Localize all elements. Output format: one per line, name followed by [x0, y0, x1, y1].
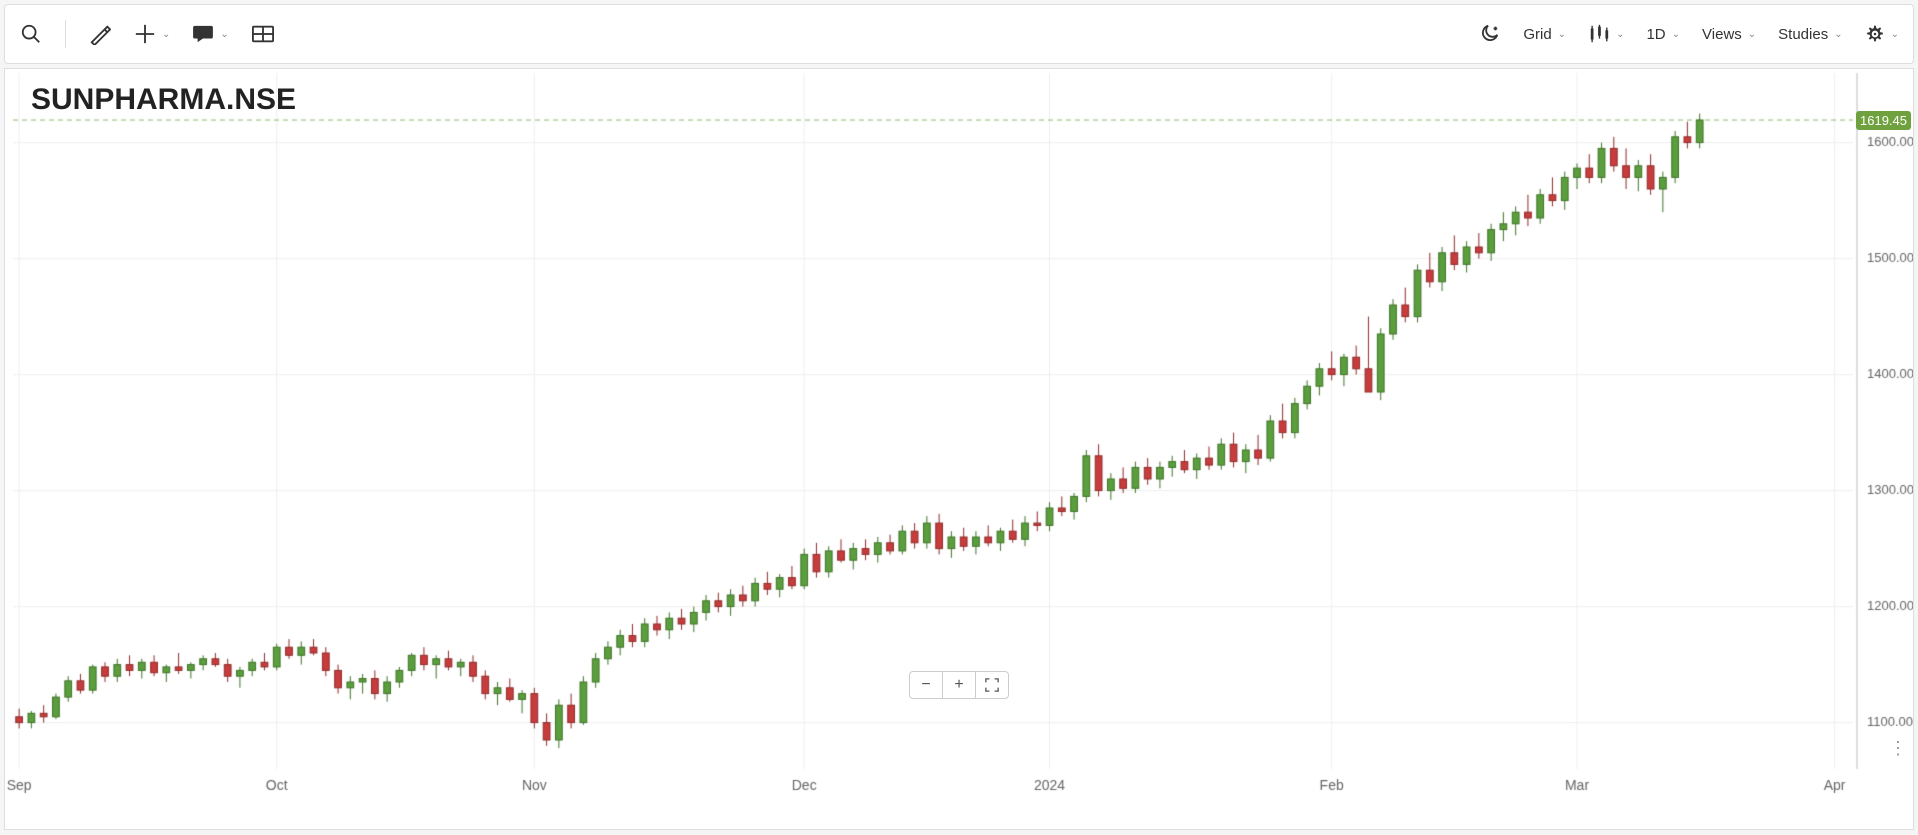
table-view-icon[interactable]: [251, 22, 275, 46]
chevron-down-icon: ⌄: [1672, 29, 1680, 40]
fullscreen-button[interactable]: [975, 672, 1008, 698]
search-icon[interactable]: [19, 22, 43, 46]
chevron-down-icon: ⌄: [162, 29, 170, 40]
chart-type-menu[interactable]: ⌄: [1588, 24, 1624, 44]
symbol-label: SUNPHARMA.NSE: [31, 83, 296, 117]
grid-label: Grid: [1523, 26, 1551, 43]
timeframe-menu[interactable]: 1D ⌄: [1646, 26, 1680, 43]
toolbar-left: ⌄ ⌄: [19, 20, 275, 48]
zoom-controls: − +: [909, 671, 1009, 699]
chart-area[interactable]: SUNPHARMA.NSE 1619.45 − + ⋮: [4, 68, 1914, 830]
views-label: Views: [1702, 26, 1742, 43]
chart-toolbar: ⌄ ⌄ Grid ⌄ ⌄ 1D ⌄ Views ⌄ Studie: [4, 4, 1914, 64]
current-price-tag: 1619.45: [1856, 111, 1911, 130]
timeframe-label: 1D: [1646, 26, 1665, 43]
zoom-out-button[interactable]: −: [910, 672, 942, 698]
night-mode-icon[interactable]: [1477, 22, 1501, 46]
separator: [65, 20, 66, 48]
grid-menu[interactable]: Grid ⌄: [1523, 26, 1566, 43]
more-options-icon[interactable]: ⋮: [1889, 738, 1907, 759]
studies-label: Studies: [1778, 26, 1828, 43]
candlestick-canvas[interactable]: [5, 69, 1913, 827]
chevron-down-icon: ⌄: [1891, 29, 1899, 40]
crosshair-tool[interactable]: ⌄: [134, 23, 170, 45]
zoom-in-button[interactable]: +: [942, 672, 975, 698]
comment-tool[interactable]: ⌄: [192, 25, 228, 43]
chevron-down-icon: ⌄: [1834, 29, 1842, 40]
studies-menu[interactable]: Studies ⌄: [1778, 26, 1842, 43]
draw-icon[interactable]: [88, 22, 112, 46]
chevron-down-icon: ⌄: [1748, 29, 1756, 40]
views-menu[interactable]: Views ⌄: [1702, 26, 1756, 43]
toolbar-right: Grid ⌄ ⌄ 1D ⌄ Views ⌄ Studies ⌄ ⌄: [1477, 22, 1899, 46]
chevron-down-icon: ⌄: [220, 29, 228, 40]
settings-menu[interactable]: ⌄: [1865, 24, 1899, 44]
chevron-down-icon: ⌄: [1616, 29, 1624, 40]
chevron-down-icon: ⌄: [1558, 29, 1566, 40]
